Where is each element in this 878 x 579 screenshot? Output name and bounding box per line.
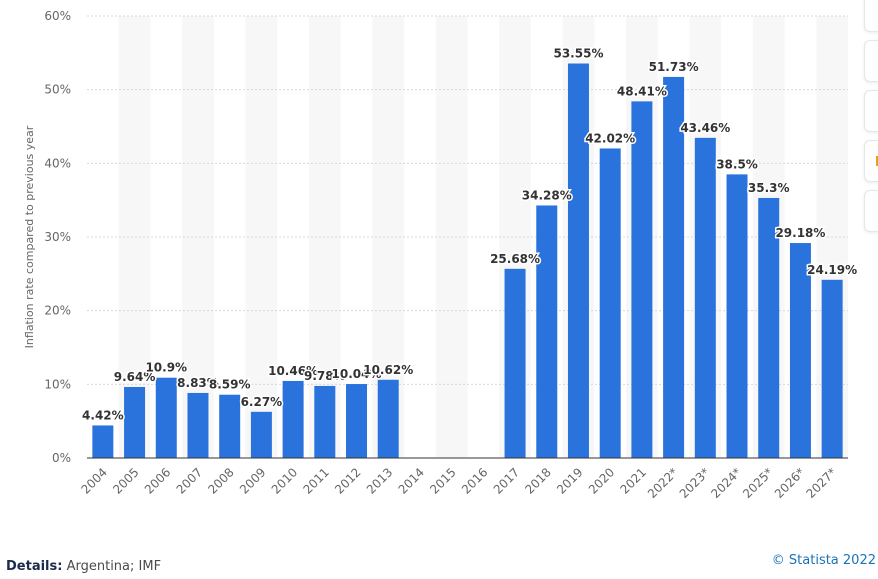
bar (536, 205, 558, 458)
x-tick-label: 2014 (396, 465, 427, 496)
bars (92, 63, 843, 458)
value-label: 10.9% (145, 361, 187, 375)
value-label: 6.27% (241, 395, 283, 409)
bar (155, 377, 177, 458)
value-label: 9.64% (114, 370, 156, 384)
value-label: 8.83% (177, 376, 219, 390)
bar (631, 101, 653, 458)
toolbar-button-5[interactable] (864, 190, 878, 232)
bar (504, 268, 526, 458)
x-tick-label: 2024* (708, 465, 744, 501)
value-labels: 4.42% 9.64%10.9%8.83%8.59% 6.27% 10.46%9.78… (81, 45, 859, 424)
value-label: 34.28% (522, 188, 572, 202)
bar (92, 425, 114, 458)
details-value: Argentina; IMF (66, 559, 162, 574)
bar (726, 174, 748, 458)
y-axis-tick-labels: 0% 10% 20% 30% 40% 50% 60% (44, 9, 71, 465)
x-tick-label: 2007 (174, 465, 205, 496)
inflation-bar-chart: 0% 10% 20% 30% 40% 50% 60% 4.42% 9.64%10.9%8.83… (23, 9, 859, 501)
x-tick-label: 2025* (740, 465, 776, 501)
y-tick-label: 0% (52, 451, 71, 465)
copyright-link[interactable]: © Statista 2022 (771, 553, 876, 568)
x-tick-label: 2015 (427, 465, 458, 496)
bar (567, 63, 589, 458)
y-tick-label: 20% (44, 304, 71, 318)
value-label: 51.73% (649, 60, 699, 74)
details-text: Details: Argentina; IMF (6, 559, 161, 574)
flag-button[interactable] (864, 140, 878, 182)
value-label: 48.41% (617, 84, 667, 98)
value-label: 10.62% (363, 363, 413, 377)
y-axis-label: Inflation rate compared to previous year (23, 125, 36, 348)
toolbar-button-1[interactable] (864, 0, 878, 32)
value-label: 4.42% (82, 408, 124, 422)
value-label: 42.02% (585, 131, 635, 145)
toolbar-button-2[interactable] (864, 40, 878, 82)
bar (694, 137, 716, 458)
x-tick-label: 2009 (237, 465, 268, 496)
x-tick-label: 2005 (110, 465, 141, 496)
bar (314, 385, 336, 458)
bar (663, 76, 685, 458)
x-tick-label: 2004 (78, 465, 109, 496)
value-label: 38.5% (716, 157, 758, 171)
bar (821, 279, 843, 458)
toolbar-button-3[interactable] (864, 90, 878, 132)
x-tick-label: 2011 (300, 465, 331, 496)
x-tick-label: 2023* (677, 465, 713, 501)
x-tick-label: 2020 (586, 465, 617, 496)
gridlines (87, 15, 848, 385)
y-tick-label: 50% (44, 83, 71, 97)
x-tick-label: 2018 (522, 465, 553, 496)
x-tick-label: 2016 (459, 465, 490, 496)
value-label: 35.3% (748, 181, 790, 195)
bar (187, 392, 209, 458)
x-axis-tick-labels: 2004 2005 2006 2007 2008 2009 2010 2011 2012 2013… (78, 465, 839, 501)
value-label: 29.18% (775, 226, 825, 240)
y-tick-label: 60% (44, 9, 71, 23)
x-tick-label: 2012 (332, 465, 363, 496)
y-tick-label: 10% (44, 377, 71, 391)
bar (250, 411, 272, 458)
details-label: Details: (6, 559, 63, 574)
bar (377, 379, 399, 458)
bar (599, 148, 621, 458)
x-tick-label: 2027* (804, 465, 840, 501)
x-tick-label: 2010 (269, 465, 300, 496)
y-tick-label: 40% (44, 156, 71, 170)
bar (219, 394, 241, 458)
value-label: 8.59% (209, 378, 251, 392)
bar (346, 384, 368, 458)
x-tick-label: 2022* (645, 465, 681, 501)
x-tick-label: 2026* (772, 465, 808, 501)
value-label: 25.68% (490, 252, 540, 266)
value-label: 24.19% (807, 263, 857, 277)
value-label: 43.46% (680, 121, 730, 135)
y-tick-label: 30% (44, 230, 71, 244)
value-label: 10.04% (332, 367, 382, 381)
x-tick-label: 2019 (554, 465, 585, 496)
x-tick-label: 2008 (205, 465, 236, 496)
bar (282, 380, 304, 458)
x-tick-label: 2013 (364, 465, 395, 496)
bar (789, 243, 811, 458)
x-tick-label: 2017 (491, 465, 522, 496)
x-tick-label: 2006 (142, 465, 173, 496)
x-tick-label: 2021 (618, 465, 649, 496)
bar (124, 386, 146, 458)
value-label: 10.46% (268, 364, 318, 378)
bar (758, 197, 780, 458)
value-label: 9.78% (304, 369, 346, 383)
value-label: 53.55% (553, 47, 603, 61)
